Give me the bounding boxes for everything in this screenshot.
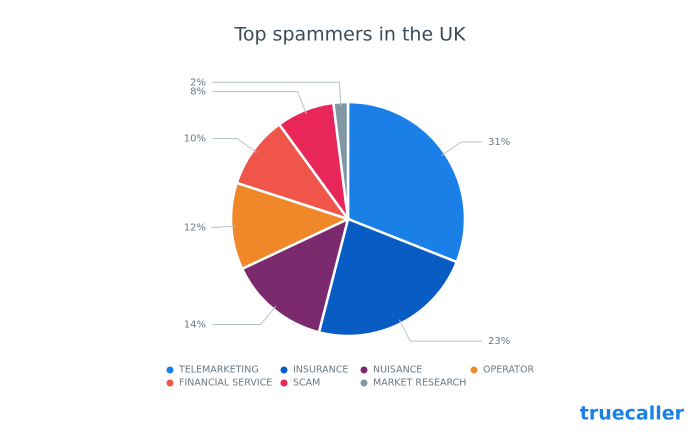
legend-label: OPERATOR	[483, 365, 534, 376]
data-label: 23%	[488, 336, 510, 347]
leader-line	[398, 319, 482, 342]
legend-label: INSURANCE	[293, 365, 348, 376]
leader-line	[212, 91, 307, 115]
data-label: 2%	[190, 77, 206, 88]
data-label: 14%	[184, 320, 206, 331]
legend-marker	[360, 379, 368, 387]
legend-marker	[166, 379, 174, 387]
data-label: 10%	[184, 133, 206, 144]
legend-marker	[470, 366, 478, 374]
legend-label: NUISANCE	[373, 365, 422, 376]
legend-label: TELEMARKETING	[178, 365, 259, 376]
chart-title: Top spammers in the UK	[233, 24, 466, 46]
leader-line	[212, 137, 257, 153]
legend-label: FINANCIAL SERVICE	[179, 378, 272, 389]
data-label: 12%	[184, 223, 206, 234]
legend-label: MARKET RESEARCH	[373, 378, 466, 389]
data-label: 8%	[190, 87, 206, 98]
brand-logo: truecaller	[580, 403, 685, 425]
leader-line	[211, 225, 236, 229]
legend-marker	[280, 379, 288, 387]
legend-label: SCAM	[293, 378, 320, 389]
legend-marker	[166, 366, 174, 374]
data-label: 31%	[488, 137, 510, 148]
leader-line	[212, 81, 342, 107]
legend-marker	[360, 366, 368, 374]
leader-line	[212, 305, 277, 326]
legend-marker	[280, 366, 288, 374]
leader-line	[441, 141, 482, 156]
